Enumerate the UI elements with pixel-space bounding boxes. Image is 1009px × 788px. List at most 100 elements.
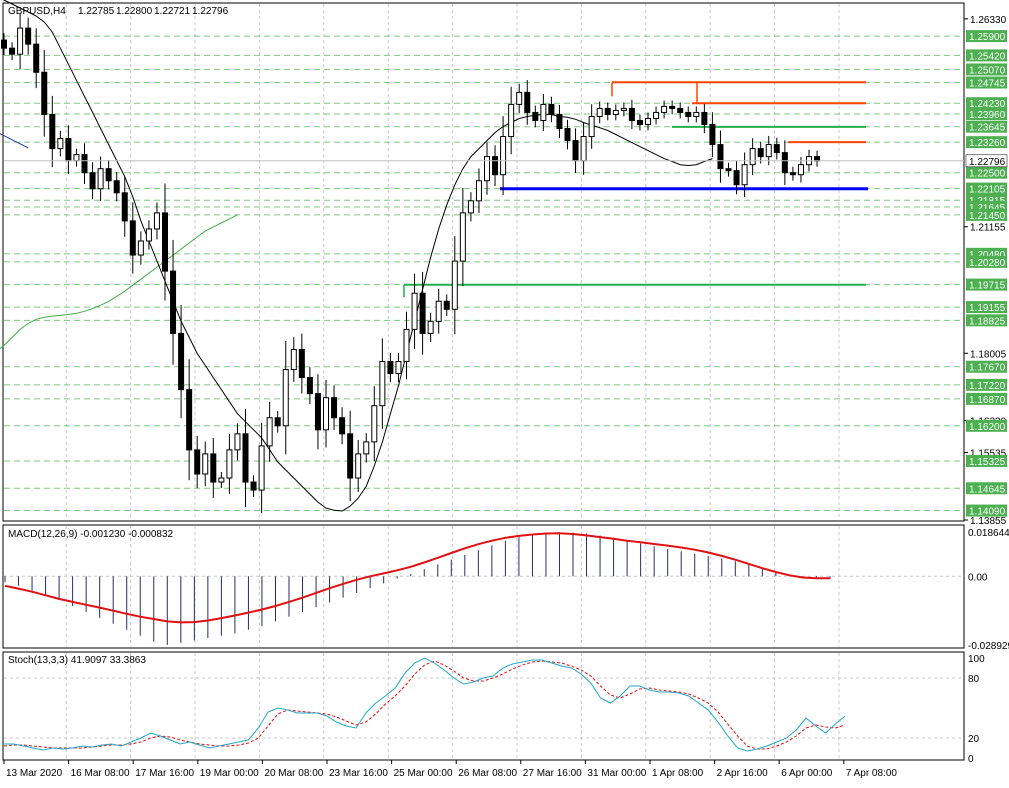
stochastic-axis: 100 80 20 0: [968, 654, 985, 765]
candle-body: [89, 172, 96, 190]
candle-body: [435, 300, 442, 322]
candle-body: [33, 43, 40, 73]
candle-body: [604, 107, 611, 115]
time-tick-label: 16 Mar 08:00: [71, 768, 130, 779]
candle-body: [636, 119, 643, 125]
stochastic-pane[interactable]: 100 80 20 0 Stoch(13,3,3) 41.9097 33.3863: [2, 651, 985, 765]
drawn-levels[interactable]: [403, 81, 868, 298]
price-axis: 1.26330 1.25900 1.25420 1.25070 1.24745 1.242…: [4, 15, 1008, 527]
level-label: 1.16200: [969, 422, 1006, 433]
candle-body: [314, 393, 321, 431]
current-price-label: 1.22796: [969, 157, 1006, 168]
candle-body: [145, 228, 152, 242]
level-label-box: [966, 504, 1007, 517]
candle-body: [459, 212, 466, 262]
candle-body: [492, 156, 499, 176]
time-tick-label: 1 Apr 08:00: [652, 768, 704, 779]
candle-body: [258, 445, 265, 491]
candle-body: [113, 180, 120, 194]
level-label: 1.23645: [969, 123, 1006, 134]
candle-body: [572, 140, 579, 162]
candle-body: [355, 453, 362, 479]
time-tick-label: 23 Mar 16:00: [329, 768, 388, 779]
candle-body: [371, 405, 378, 443]
candle-body: [81, 154, 88, 174]
candle-body: [451, 260, 458, 310]
candle-body: [202, 453, 209, 475]
level-label-box: [966, 182, 1007, 195]
candle-body: [733, 170, 740, 186]
level-label: 1.23260: [969, 138, 1006, 149]
candle-body: [331, 397, 338, 419]
level-label-box: [966, 360, 1007, 373]
macd-pane[interactable]: 0.018644 0.00 -0.028929 MACD(12,26,9) -0.0…: [2, 524, 1009, 652]
level-label: 1.23960: [969, 110, 1006, 121]
macd-grid: [4, 526, 964, 647]
time-tick-label: 17 Mar 16:00: [135, 768, 194, 779]
price-tick-label: 1.21155: [970, 223, 1006, 234]
time-tick-label: 31 Mar 00:00: [587, 768, 646, 779]
level-label: 1.21645: [969, 203, 1006, 214]
candle-body: [653, 111, 660, 119]
candle-body: [218, 477, 225, 483]
candle-body: [1, 39, 7, 49]
candle-body: [395, 361, 402, 375]
candle-body: [210, 453, 217, 483]
price-tick-label: 1.15535: [970, 449, 1007, 460]
candle-body: [162, 212, 168, 272]
candle-body: [65, 138, 72, 162]
level-label-box: [966, 49, 1007, 62]
level-label: 1.22105: [969, 185, 1006, 196]
candle-body: [282, 369, 289, 427]
candle-body: [411, 292, 418, 330]
level-label: 1.20480: [969, 250, 1006, 261]
candle-body: [242, 433, 249, 483]
candle-body: [153, 212, 160, 230]
ohlc-open: 1.22785: [78, 6, 115, 17]
level-label: 1.20280: [969, 258, 1006, 269]
candle-body: [749, 148, 756, 166]
candle-body: [588, 115, 595, 138]
macd-signal-line: [4, 532, 830, 624]
candle-body: [387, 361, 394, 375]
time-tick-label: 13 Mar 2020: [6, 768, 63, 779]
candle-body: [789, 172, 796, 176]
candle-body: [137, 240, 144, 256]
candle-body: [484, 156, 490, 182]
price-tick-label: 1.18005: [970, 349, 1007, 360]
stoch-tick-label: 0: [968, 754, 974, 765]
level-label-box: [966, 378, 1007, 391]
candle-body: [500, 136, 507, 176]
candle-body: [612, 109, 619, 115]
time-axis: 13 Mar 2020 16 Mar 08:00 17 Mar 16:00 19 Ma…: [3, 760, 897, 779]
level-label-box: [966, 76, 1007, 89]
price-pane[interactable]: 1.26330 1.25900 1.25420 1.25070 1.24745 1.242…: [0, 0, 1008, 527]
candle-body: [25, 27, 32, 45]
stochastic-lines: [3, 657, 846, 752]
candle-body: [105, 168, 112, 182]
level-label-box: [966, 454, 1007, 467]
level-label: 1.16870: [969, 395, 1006, 406]
level-label-box: [966, 108, 1007, 121]
candle-body: [677, 107, 684, 113]
stoch-tick-label: 80: [968, 674, 980, 685]
level-label-box: [966, 482, 1007, 495]
candle-body: [170, 270, 177, 334]
candle-body: [419, 292, 426, 334]
level-label: 1.25070: [969, 65, 1006, 76]
candle-body: [701, 111, 708, 125]
candle-body: [274, 417, 281, 427]
macd-tick-label: -0.028929: [968, 641, 1009, 652]
price-tick-label: 1.13855: [970, 516, 1007, 527]
candle-body: [290, 348, 297, 371]
time-tick-label: 2 Apr 16:00: [717, 768, 769, 779]
candle-body: [781, 152, 788, 174]
candle-body: [628, 107, 635, 121]
candle-body: [814, 156, 821, 162]
time-tick-label: 25 Mar 00:00: [394, 768, 453, 779]
chart-title: GBPUSD,H4: [8, 6, 66, 17]
current-price-box: [965, 154, 1008, 168]
level-label-box: [966, 30, 1007, 43]
